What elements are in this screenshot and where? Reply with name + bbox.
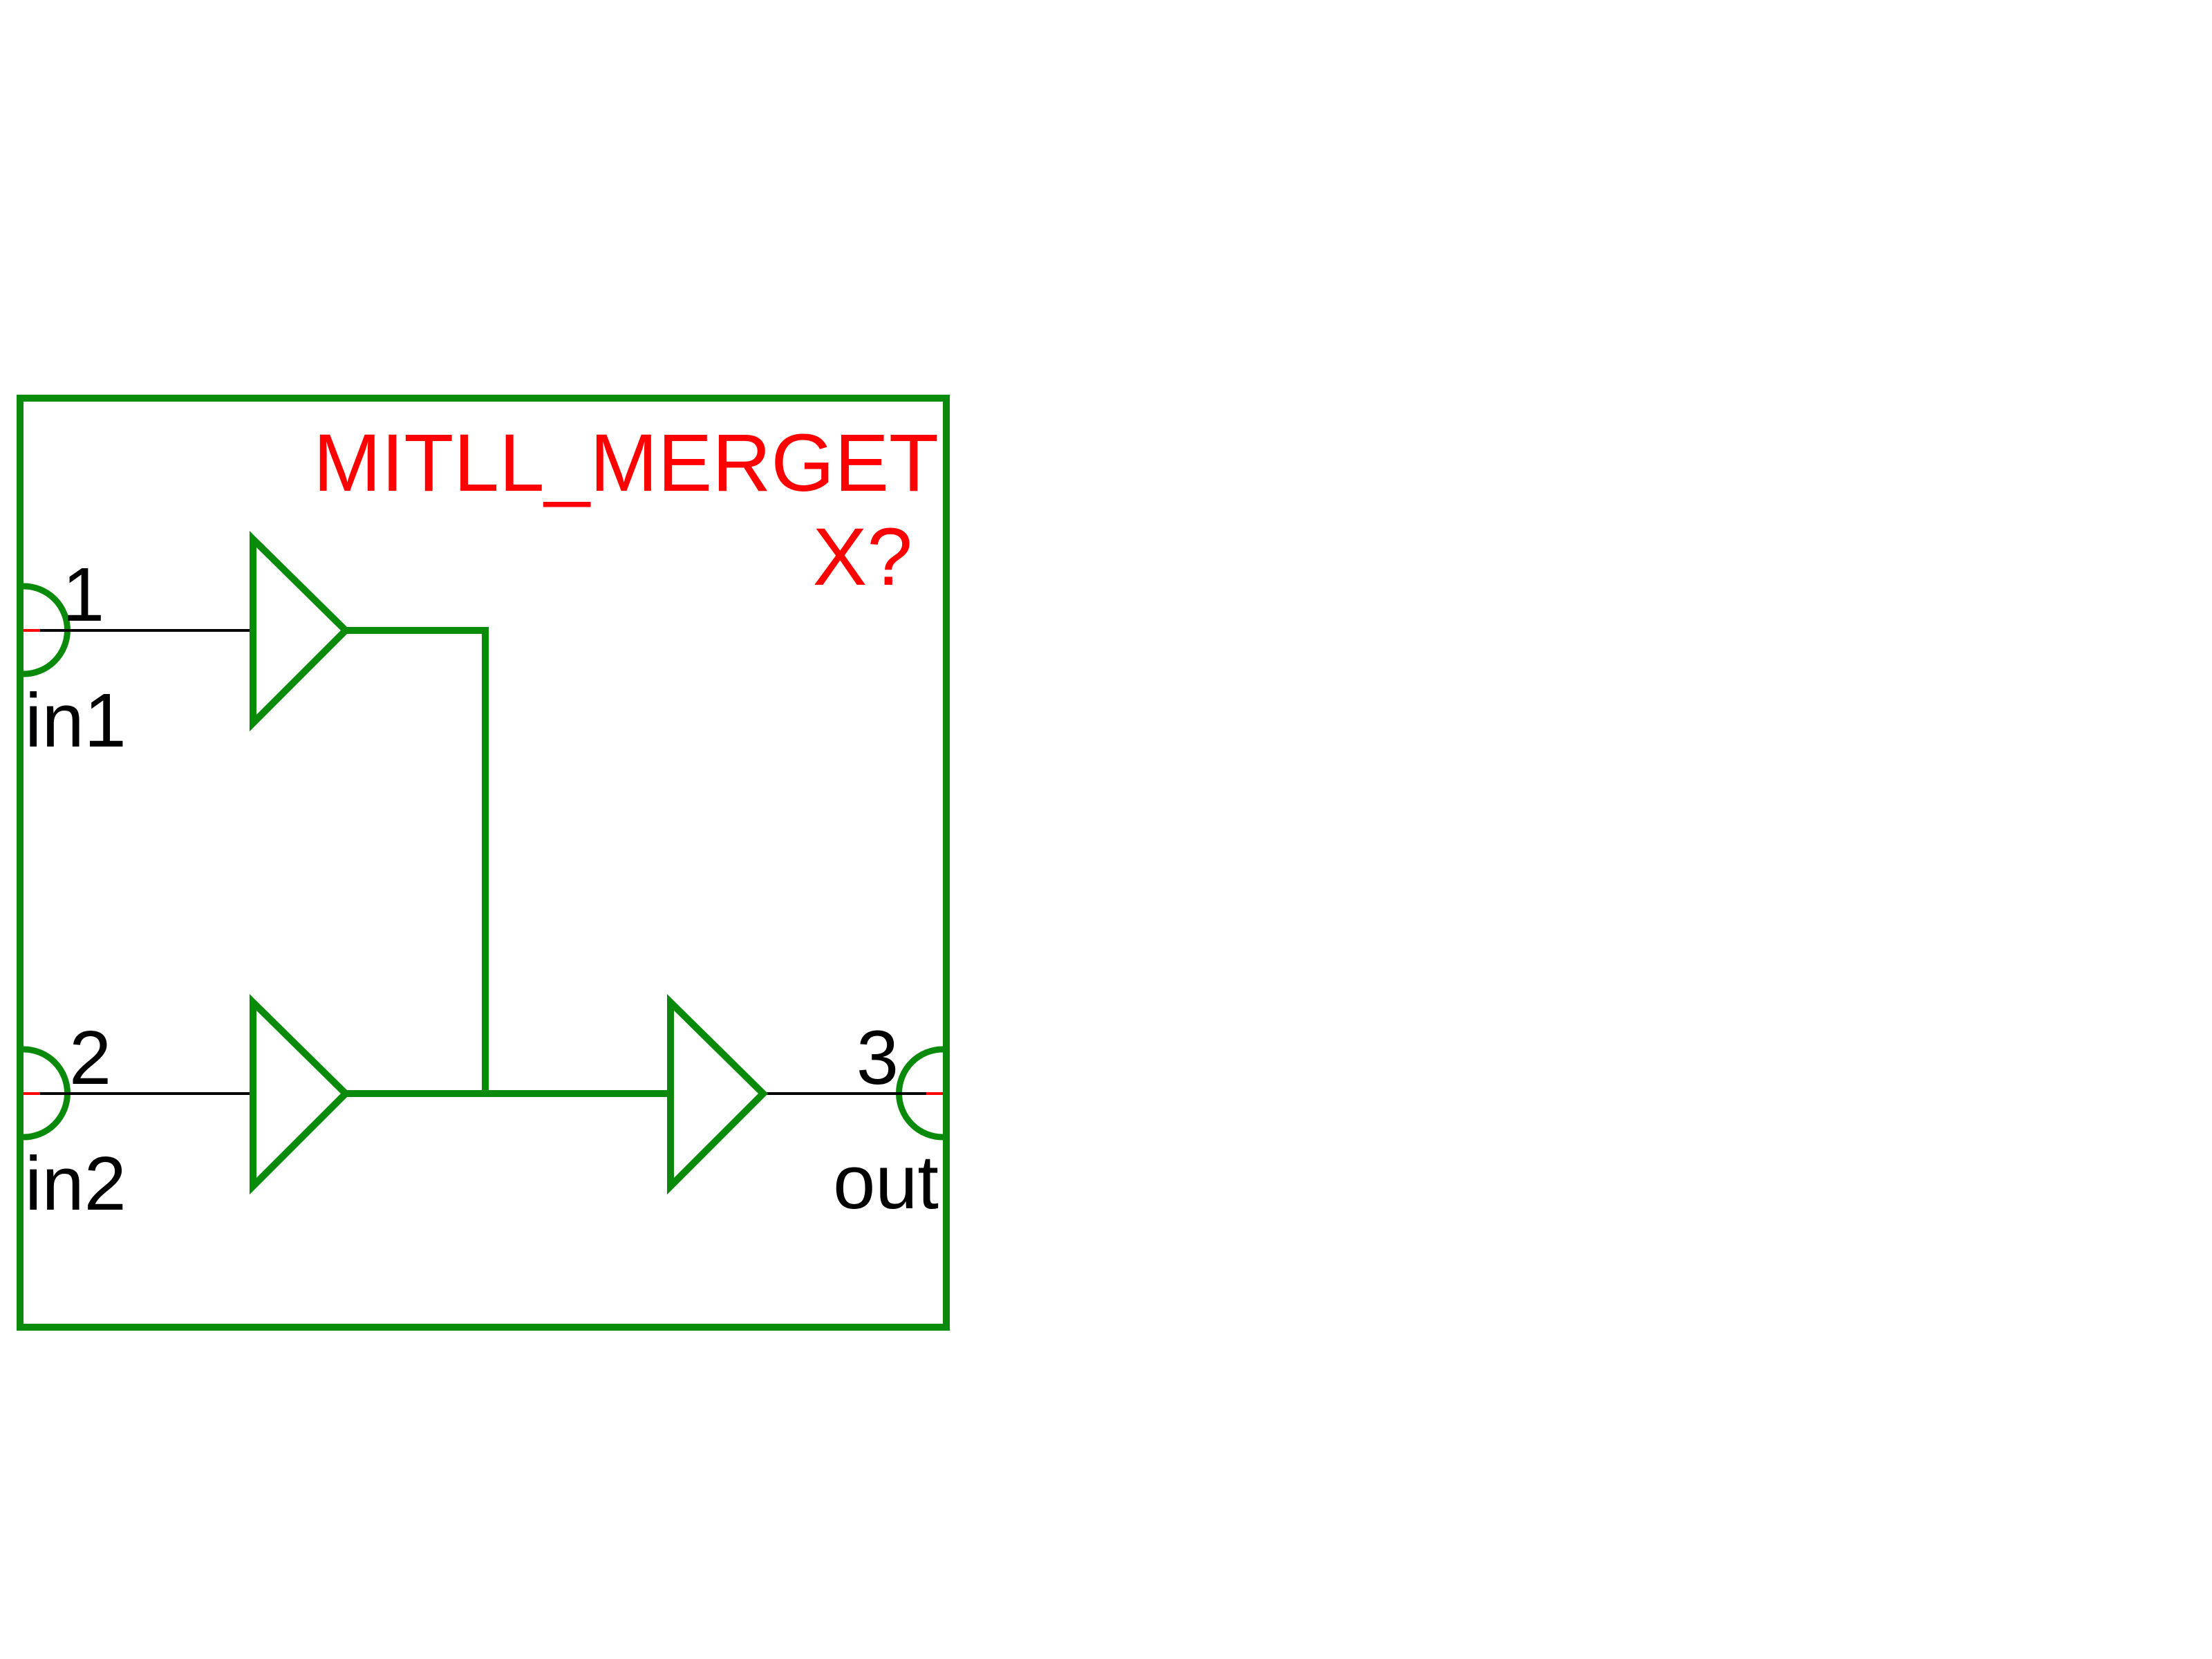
buffer-in2-triangle	[250, 994, 351, 1195]
pin-in2-number: 2	[69, 1015, 111, 1100]
pin-in1-number: 1	[62, 552, 104, 637]
component-name-label: MITLL_MERGET	[313, 418, 939, 509]
pin-in2-name: in2	[25, 1141, 126, 1226]
pin-out[interactable]: 3 out	[763, 1015, 944, 1225]
component-body[interactable]	[17, 395, 950, 1331]
component-reference-label: X?	[813, 512, 912, 603]
buffer-in1-triangle	[250, 531, 351, 732]
buffer-out-triangle	[667, 994, 769, 1195]
merge-wire-upper	[346, 627, 489, 1094]
pin-in2[interactable]: 2 in2	[23, 1015, 253, 1226]
pin-in1-name: in1	[25, 678, 126, 763]
pin-in1[interactable]: 1 in1	[23, 552, 253, 763]
pin-out-name: out	[833, 1140, 939, 1225]
pin-out-number: 3	[856, 1015, 899, 1100]
